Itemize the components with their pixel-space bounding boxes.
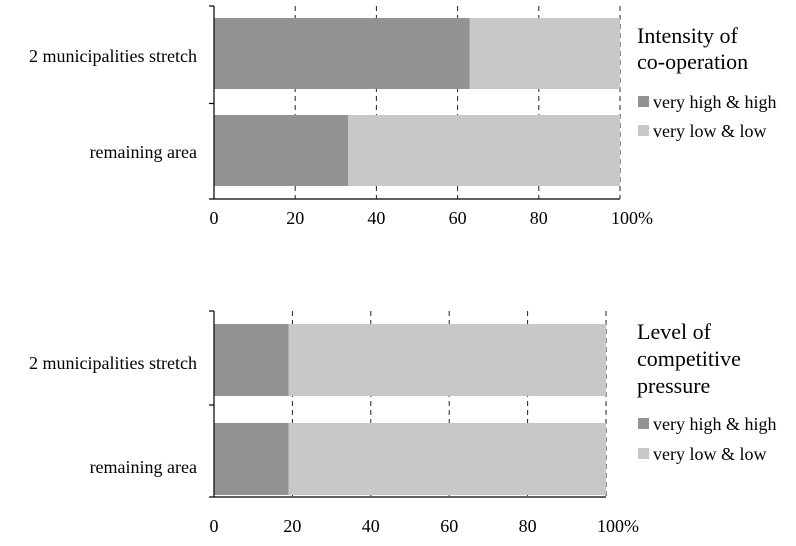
x-tick-label: 40 (367, 208, 385, 228)
bar-1-0-1 (288, 324, 606, 396)
x-tick-label: 20 (283, 516, 301, 536)
bar-1-1-0 (214, 423, 289, 495)
x-tick-label: 80 (530, 208, 548, 228)
x-tick-label: 0 (210, 516, 219, 536)
legend-title: Level of competitive pressure (637, 319, 741, 398)
x-tick-label: 60 (449, 208, 467, 228)
x-tick-label: 20 (286, 208, 304, 228)
category-label: remaining area (90, 457, 197, 477)
bar-0-0-0 (214, 18, 470, 89)
legend-entry: very low & low (653, 444, 766, 464)
bar-0-1-0 (214, 115, 348, 186)
x-tick-label: 80 (519, 516, 537, 536)
x-tick-label: 100% (597, 516, 639, 536)
legend-entry: very high & high (653, 414, 777, 434)
category-label: 2 municipalities stretch (29, 46, 197, 66)
legend-swatch (638, 448, 649, 459)
legend-title: Intensity of co-operation (637, 23, 748, 74)
bar-1-0-0 (214, 324, 289, 396)
x-tick-label: 60 (440, 516, 458, 536)
bar-0-0-1 (469, 18, 620, 89)
x-tick-label: 40 (362, 516, 380, 536)
bar-1-1-1 (288, 423, 606, 495)
legend-swatch (638, 418, 649, 429)
bar-0-1-1 (347, 115, 620, 186)
legend-swatch (638, 96, 649, 107)
legend-entry: very high & high (653, 92, 777, 112)
category-label: remaining area (90, 142, 197, 162)
legend-swatch (638, 125, 649, 136)
legend-entry: very low & low (653, 121, 766, 141)
category-label: 2 municipalities stretch (29, 353, 197, 373)
x-tick-label: 100% (611, 208, 653, 228)
x-tick-label: 0 (210, 208, 219, 228)
